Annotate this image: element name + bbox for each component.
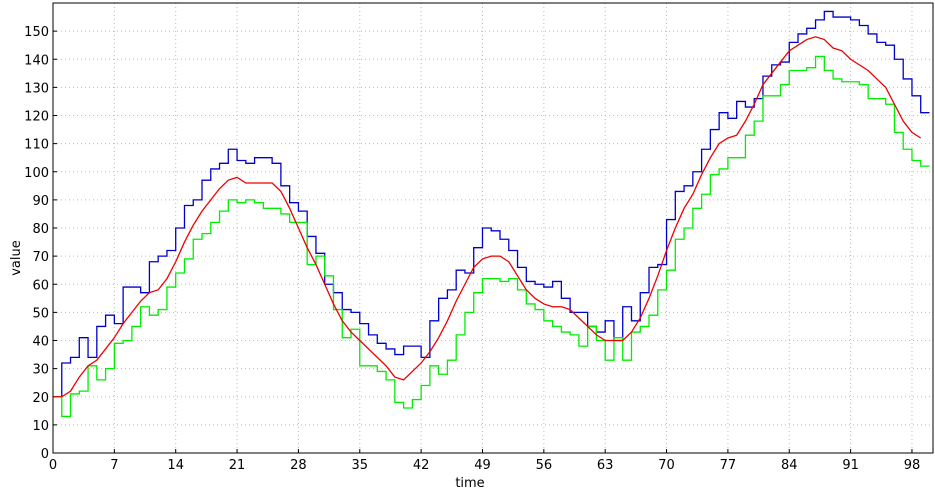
y-tick-label: 20 xyxy=(32,391,49,406)
x-tick-label: 84 xyxy=(781,458,798,473)
x-tick-label: 0 xyxy=(49,458,57,473)
y-tick-label: 70 xyxy=(32,250,49,265)
x-tick-label: 91 xyxy=(842,458,859,473)
x-tick-label: 98 xyxy=(904,458,921,473)
x-tick-label: 70 xyxy=(658,458,675,473)
plot-frame xyxy=(52,2,934,454)
series-line xyxy=(53,10,930,398)
x-tick-label: 42 xyxy=(413,458,430,473)
series-line xyxy=(53,55,930,418)
series-line xyxy=(53,36,922,398)
x-tick-label: 35 xyxy=(351,458,368,473)
y-tick-label: 30 xyxy=(32,363,49,378)
x-tick-label: 56 xyxy=(536,458,553,473)
y-tick-label: 130 xyxy=(24,81,49,96)
y-tick-label: 140 xyxy=(24,53,49,68)
y-tick-label: 110 xyxy=(24,138,49,153)
y-tick-label: 10 xyxy=(32,419,49,434)
y-tick-label: 150 xyxy=(24,25,49,40)
x-tick-label: 63 xyxy=(597,458,614,473)
x-tick-label: 7 xyxy=(110,458,118,473)
y-tick-label: 60 xyxy=(32,278,49,293)
x-axis-label: time xyxy=(455,476,484,491)
y-tick-label: 40 xyxy=(32,335,49,350)
x-tick-label: 49 xyxy=(474,458,491,473)
x-tick-label: 77 xyxy=(720,458,737,473)
y-tick-label: 80 xyxy=(32,222,49,237)
y-tick-label: 120 xyxy=(24,110,49,125)
y-tick-label: 0 xyxy=(41,447,49,462)
x-tick-label: 28 xyxy=(290,458,307,473)
x-tick-label: 14 xyxy=(167,458,184,473)
y-tick-label: 90 xyxy=(32,194,49,209)
y-axis-label: value xyxy=(9,240,24,276)
y-tick-label: 100 xyxy=(24,166,49,181)
x-tick-label: 21 xyxy=(229,458,246,473)
y-tick-label: 50 xyxy=(32,306,49,321)
